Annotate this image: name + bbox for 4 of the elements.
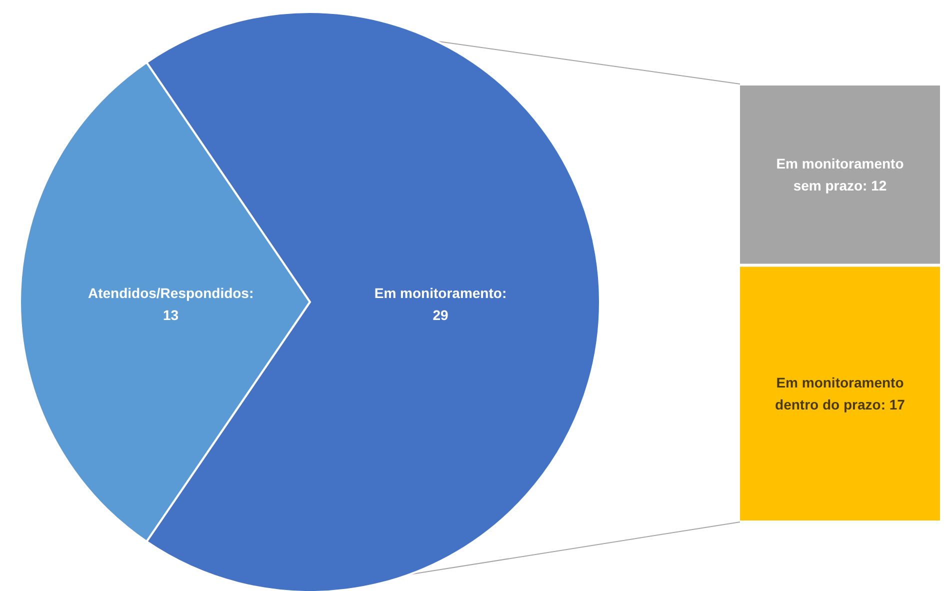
data-label: Em monitoramento dentro do prazo: 17 [775, 374, 906, 413]
data-label: Em monitoramento sem prazo: 12 [776, 156, 904, 194]
data-label: Em monitoramento: 29 [374, 285, 507, 323]
data-label: Atendidos/Respondidos: 13 [88, 285, 254, 323]
